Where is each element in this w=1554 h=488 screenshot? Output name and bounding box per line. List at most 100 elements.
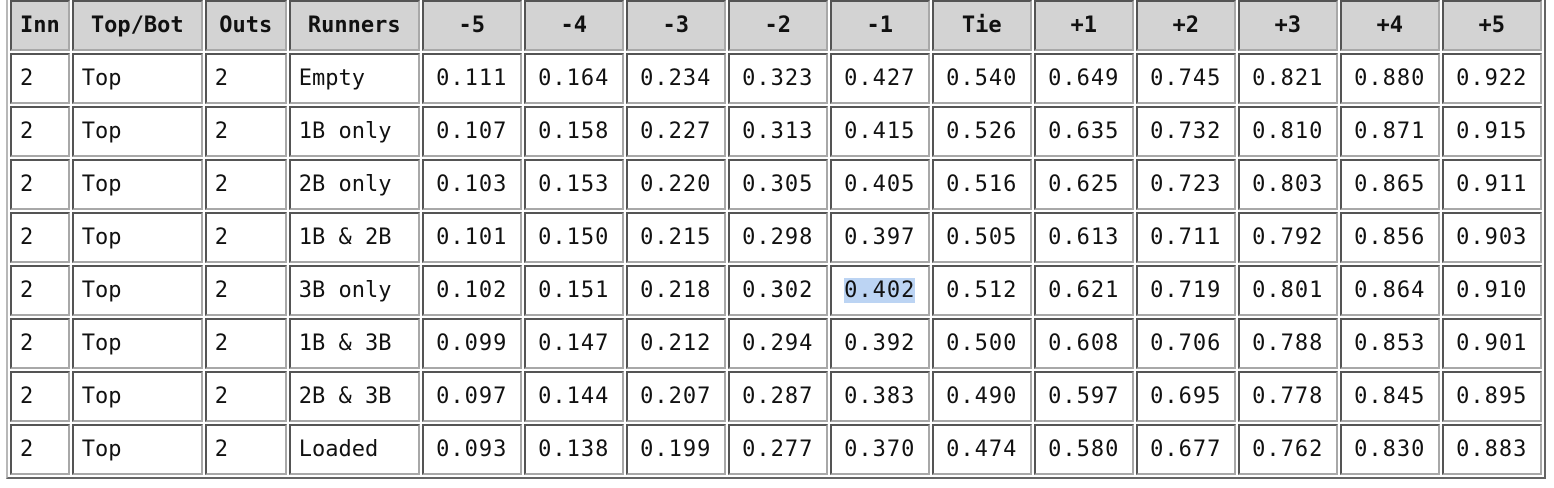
cell-text: 0.695 bbox=[1150, 384, 1222, 409]
table-row: 2 Top 2 Loaded 0.093 0.138 0.199 0.277 0.370 0.47… bbox=[10, 424, 1542, 475]
cell-text: 0.512 bbox=[946, 278, 1018, 303]
cell-text: 0.099 bbox=[436, 331, 508, 356]
cell-text: 2 bbox=[214, 172, 228, 197]
cell-text: 0.397 bbox=[844, 225, 916, 250]
table-cell: 0.778 bbox=[1237, 371, 1338, 422]
cell-text: 0.215 bbox=[640, 225, 712, 250]
cell-text: 0.234 bbox=[640, 66, 712, 91]
header-minus-2: -2 bbox=[727, 0, 828, 51]
table-cell: 0.580 bbox=[1033, 424, 1134, 475]
cell-text: 0.821 bbox=[1252, 66, 1324, 91]
header-runners: Runners bbox=[288, 0, 420, 51]
table-header-row: Inn Top/Bot Outs Runners -5 -4 -3 -2 -1 … bbox=[10, 0, 1542, 51]
table-cell: 0.153 bbox=[523, 159, 624, 210]
cell-text: 0.500 bbox=[946, 331, 1018, 356]
table-cell: 2 bbox=[204, 106, 287, 157]
table-cell: 0.212 bbox=[625, 318, 726, 369]
table-cell: 0.107 bbox=[421, 106, 522, 157]
table-cell: 0.695 bbox=[1135, 371, 1236, 422]
table-cell: 0.762 bbox=[1237, 424, 1338, 475]
table-cell: 0.234 bbox=[625, 53, 726, 104]
table-cell: 2 bbox=[10, 424, 70, 475]
table-cell: 0.287 bbox=[727, 371, 828, 422]
cell-text: 0.212 bbox=[640, 331, 712, 356]
table-cell: 0.150 bbox=[523, 212, 624, 263]
cell-text: 0.903 bbox=[1456, 225, 1528, 250]
table-cell: 0.597 bbox=[1033, 371, 1134, 422]
cell-text: 0.845 bbox=[1354, 384, 1426, 409]
cell-text: 0.405 bbox=[844, 172, 916, 197]
table-cell: 0.880 bbox=[1339, 53, 1440, 104]
cell-text: 0.865 bbox=[1354, 172, 1426, 197]
table-cell: 0.540 bbox=[931, 53, 1032, 104]
table-cell: 0.719 bbox=[1135, 265, 1236, 316]
cell-text: 0.164 bbox=[538, 66, 610, 91]
table-cell: Top bbox=[71, 424, 203, 475]
table-cell: 0.277 bbox=[727, 424, 828, 475]
cell-text: 0.277 bbox=[742, 437, 814, 462]
table-cell: 0.101 bbox=[421, 212, 522, 263]
cell-text: 0.392 bbox=[844, 331, 916, 356]
cell-text: 0.910 bbox=[1456, 278, 1528, 303]
table-cell: 0.706 bbox=[1135, 318, 1236, 369]
table-cell: 0.402 bbox=[829, 265, 930, 316]
table-row: 2 Top 2 3B only 0.102 0.151 0.218 0.302 0.402 0.5… bbox=[10, 265, 1542, 316]
cell-text: 0.227 bbox=[640, 119, 712, 144]
table-cell: Empty bbox=[288, 53, 420, 104]
cell-text: 2 bbox=[20, 225, 34, 250]
cell-text: 0.305 bbox=[742, 172, 814, 197]
table-cell: 0.732 bbox=[1135, 106, 1236, 157]
cell-text: 2 bbox=[20, 278, 34, 303]
table-cell: 0.405 bbox=[829, 159, 930, 210]
table-cell: 0.745 bbox=[1135, 53, 1236, 104]
cell-text: 0.415 bbox=[844, 119, 916, 144]
table-cell: 0.901 bbox=[1441, 318, 1542, 369]
cell-text: 0.830 bbox=[1354, 437, 1426, 462]
table-cell: 0.093 bbox=[421, 424, 522, 475]
win-probability-table: Inn Top/Bot Outs Runners -5 -4 -3 -2 -1 … bbox=[6, 0, 1546, 479]
cell-text: 0.383 bbox=[844, 384, 916, 409]
cell-text: 0.207 bbox=[640, 384, 712, 409]
cell-text: 2 bbox=[214, 437, 228, 462]
table-cell: 0.621 bbox=[1033, 265, 1134, 316]
cell-text: 0.427 bbox=[844, 66, 916, 91]
cell-text: 0.107 bbox=[436, 119, 508, 144]
cell-text: 2 bbox=[20, 119, 34, 144]
cell-text: 0.677 bbox=[1150, 437, 1222, 462]
table-row: 2 Top 2 1B & 2B 0.101 0.150 0.215 0.298 0.397 0.5… bbox=[10, 212, 1542, 263]
cell-text: 0.505 bbox=[946, 225, 1018, 250]
table-cell: 0.294 bbox=[727, 318, 828, 369]
table-row: 2 Top 2 1B only 0.107 0.158 0.227 0.313 0.415 0.5… bbox=[10, 106, 1542, 157]
table-cell: 1B only bbox=[288, 106, 420, 157]
cell-text: Top bbox=[81, 225, 122, 250]
table-cell: 0.915 bbox=[1441, 106, 1542, 157]
table-cell: 0.227 bbox=[625, 106, 726, 157]
table-cell: 2 bbox=[10, 212, 70, 263]
cell-text: 0.706 bbox=[1150, 331, 1222, 356]
cell-text: 0.313 bbox=[742, 119, 814, 144]
cell-text: 0.732 bbox=[1150, 119, 1222, 144]
cell-text: 0.302 bbox=[742, 278, 814, 303]
cell-text: 0.298 bbox=[742, 225, 814, 250]
cell-text: 0.803 bbox=[1252, 172, 1324, 197]
table-cell: 0.788 bbox=[1237, 318, 1338, 369]
cell-text: Top bbox=[81, 331, 122, 356]
table-cell: 0.323 bbox=[727, 53, 828, 104]
cell-text: 2 bbox=[214, 278, 228, 303]
cell-text: 0.895 bbox=[1456, 384, 1528, 409]
table-cell: 0.871 bbox=[1339, 106, 1440, 157]
cell-text: 0.158 bbox=[538, 119, 610, 144]
table-cell: 0.711 bbox=[1135, 212, 1236, 263]
table-cell: 0.526 bbox=[931, 106, 1032, 157]
cell-text: 0.810 bbox=[1252, 119, 1324, 144]
cell-text: 0.621 bbox=[1048, 278, 1120, 303]
cell-text: 0.880 bbox=[1354, 66, 1426, 91]
table-cell: 3B only bbox=[288, 265, 420, 316]
header-inn: Inn bbox=[10, 0, 70, 51]
cell-text: 0.901 bbox=[1456, 331, 1528, 356]
table-cell: 2B & 3B bbox=[288, 371, 420, 422]
cell-text: 0.597 bbox=[1048, 384, 1120, 409]
table-cell: 0.474 bbox=[931, 424, 1032, 475]
cell-text: 0.801 bbox=[1252, 278, 1324, 303]
cell-text: 3B only bbox=[298, 278, 392, 303]
